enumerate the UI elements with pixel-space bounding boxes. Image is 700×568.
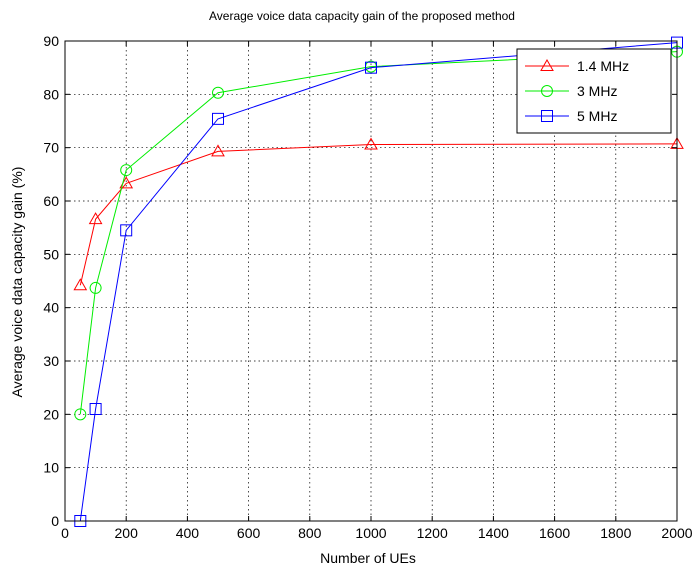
data-point-3-mhz xyxy=(120,164,133,177)
data-point-1-4-mhz xyxy=(73,278,88,291)
data-point-5-mhz xyxy=(365,61,377,74)
x-tick-label: 1400 xyxy=(478,525,509,541)
legend: 1.4 MHz 3 MHz 5 MHz xyxy=(516,48,672,134)
x-tick-label: 2000 xyxy=(661,525,692,541)
x-tick-label: 800 xyxy=(298,525,322,541)
series-5-mhz xyxy=(74,36,683,527)
legend-label-1-4-mhz: 1.4 MHz xyxy=(577,58,629,74)
grid xyxy=(65,41,677,521)
legend-marker-5-mhz xyxy=(541,110,553,122)
data-point-5-mhz xyxy=(212,112,224,125)
x-axis-label: Number of UEs xyxy=(320,550,416,566)
x-tick-label: 600 xyxy=(237,525,261,541)
data-point-1-4-mhz xyxy=(88,212,103,225)
data-point-5-mhz xyxy=(89,403,102,415)
x-tick-label: 0 xyxy=(61,525,69,541)
series-line-1-4-mhz xyxy=(79,143,678,286)
x-tick-label: 1000 xyxy=(355,525,386,541)
data-point-3-mhz xyxy=(74,408,87,421)
y-tick-label: 0 xyxy=(51,513,59,529)
y-tick-label: 80 xyxy=(43,86,59,102)
x-tick-label: 400 xyxy=(176,525,200,541)
legend-marker-3-mhz xyxy=(541,85,553,97)
y-tick-label: 70 xyxy=(43,140,59,156)
series-line-3-mhz xyxy=(79,51,678,415)
data-point-3-mhz xyxy=(212,86,224,99)
y-tick-label: 40 xyxy=(43,300,59,316)
chart-title: Average voice data capacity gain of the … xyxy=(209,9,515,23)
data-point-5-mhz xyxy=(120,224,133,237)
series-1-4-mhz xyxy=(73,136,684,291)
legend-marker-1-4-mhz xyxy=(540,58,554,71)
x-tick-label: 1600 xyxy=(539,525,570,541)
x-tick-label: 200 xyxy=(115,525,139,541)
legend-label-5-mhz: 5 MHz xyxy=(577,108,617,124)
legend-label-3-mhz: 3 MHz xyxy=(577,83,617,99)
y-axis-label: Average voice data capacity gain (%) xyxy=(9,167,25,398)
series-line-5-mhz xyxy=(79,42,678,522)
data-point-1-4-mhz xyxy=(211,144,225,157)
x-tick-label: 1200 xyxy=(417,525,448,541)
data-point-3-mhz xyxy=(89,281,102,294)
y-tick-label: 60 xyxy=(43,193,59,209)
y-tick-label: 30 xyxy=(43,353,59,369)
y-tick-label: 10 xyxy=(43,460,59,476)
y-tick-label: 50 xyxy=(43,246,59,262)
y-tick-label: 20 xyxy=(43,406,59,422)
series-layer xyxy=(73,36,684,527)
data-point-1-4-mhz xyxy=(364,137,378,150)
y-tick-label: 90 xyxy=(43,33,59,49)
x-tick-label: 1800 xyxy=(600,525,631,541)
axis-ticks: 0 200 400 600 800 1000 1200 1400 1600 1800 2000 0 10… xyxy=(43,33,692,541)
